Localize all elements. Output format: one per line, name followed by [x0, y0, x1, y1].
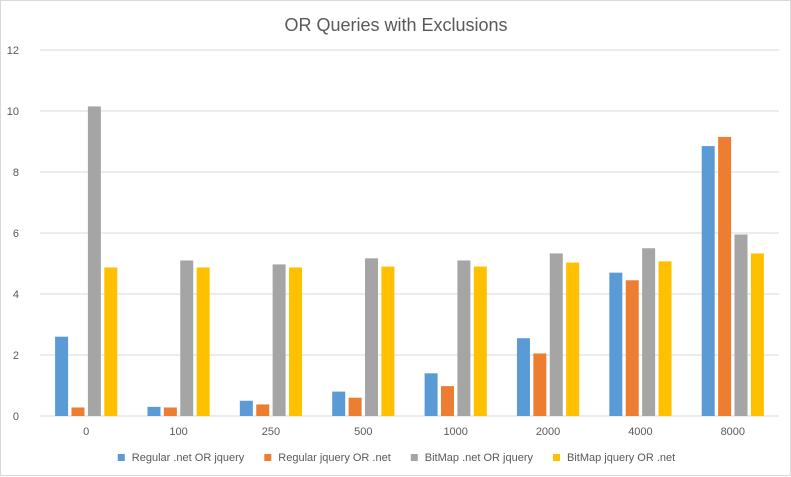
bar-series-2-cat-1000: [440, 386, 454, 416]
legend-label: BitMap .net OR jquery: [425, 452, 534, 464]
x-tick-label: 4000: [628, 426, 652, 438]
legend-item: BitMap .net OR jquery: [410, 452, 534, 464]
legend-label: BitMap jquery OR .net: [567, 452, 675, 464]
legend-item: Regular jquery OR .net: [264, 452, 391, 464]
legend-item: Regular .net OR jquery: [117, 452, 245, 464]
bar-series-1-cat-1000: [424, 373, 438, 416]
y-tick-label: 4: [13, 289, 19, 301]
x-tick-label: 8000: [721, 426, 745, 438]
x-tick-label: 500: [354, 426, 372, 438]
legend-swatch: [553, 454, 560, 461]
bar-series-4-cat-8000: [750, 253, 764, 416]
grid-layer: [40, 49, 779, 417]
legend-swatch: [117, 454, 125, 461]
chart-title: OR Queries with Exclusions: [284, 15, 507, 35]
legend-swatch: [410, 454, 418, 461]
bars-layer: [55, 106, 764, 417]
bar-series-3-cat-2000: [549, 253, 563, 416]
y-tick-label: 8: [13, 167, 19, 179]
bar-series-1-cat-250: [239, 400, 253, 416]
legend-label: Regular .net OR jquery: [132, 452, 245, 464]
bar-series-2-cat-8000: [718, 136, 732, 417]
bar-series-2-cat-2000: [533, 353, 547, 416]
bar-series-1-cat-100: [147, 406, 161, 416]
bar-series-2-cat-500: [348, 397, 362, 416]
bar-series-3-cat-0: [87, 106, 101, 417]
bar-series-4-cat-100: [196, 267, 210, 416]
x-tick-label: 100: [169, 426, 187, 438]
bar-series-3-cat-1000: [457, 260, 471, 416]
x-tick-label: 0: [83, 426, 89, 438]
bar-series-2-cat-250: [256, 404, 270, 416]
bar-series-1-cat-4000: [609, 272, 623, 416]
bar-series-3-cat-500: [365, 258, 379, 416]
bar-series-1-cat-2000: [516, 338, 530, 416]
bar-series-2-cat-100: [163, 407, 177, 416]
bar-series-3-cat-8000: [734, 234, 748, 416]
y-tick-label: 10: [7, 106, 19, 118]
legend-swatch: [264, 454, 272, 461]
bar-series-3-cat-250: [272, 264, 286, 416]
x-tick-label: 250: [262, 426, 280, 438]
bar-series-2-cat-0: [71, 407, 85, 416]
bar-series-4-cat-250: [289, 267, 303, 416]
y-tick-label: 6: [13, 228, 19, 240]
bar-series-2-cat-4000: [625, 280, 639, 416]
bar-series-4-cat-2000: [566, 262, 580, 416]
bar-series-4-cat-500: [381, 266, 395, 416]
x-tick-label: 1000: [443, 426, 467, 438]
y-tick-label: 2: [13, 350, 19, 362]
x-axis-ticks: 0 100 250 500 1000 2000 4000 8000: [83, 426, 745, 438]
legend: Regular .net OR jquery Regular jquery OR …: [117, 452, 675, 464]
legend-item: BitMap jquery OR .net: [553, 452, 675, 464]
bar-series-4-cat-1000: [473, 266, 487, 416]
y-axis-ticks: 0 2 4 6 8 10 12: [7, 45, 19, 423]
bar-series-3-cat-100: [180, 260, 194, 416]
bar-series-4-cat-4000: [658, 261, 672, 416]
bar-series-1-cat-0: [55, 336, 69, 416]
y-tick-label: 12: [7, 45, 19, 57]
bar-series-3-cat-4000: [642, 248, 656, 416]
bar-series-4-cat-0: [104, 267, 118, 416]
y-tick-label: 0: [13, 411, 19, 423]
bar-series-1-cat-8000: [701, 146, 715, 416]
x-tick-label: 2000: [536, 426, 560, 438]
bar-series-1-cat-500: [332, 391, 346, 416]
legend-label: Regular jquery OR .net: [278, 452, 391, 464]
